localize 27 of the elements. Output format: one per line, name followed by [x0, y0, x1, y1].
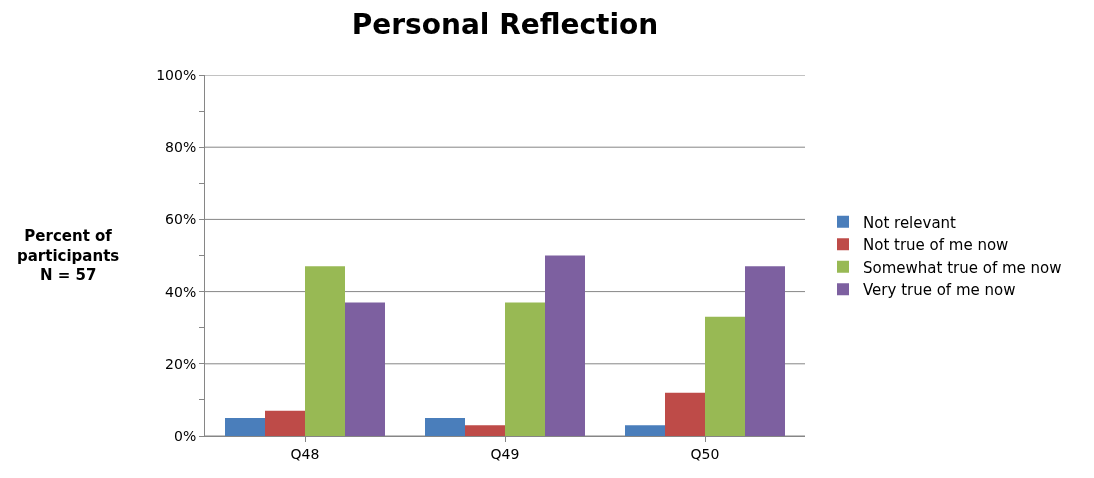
bar [545, 255, 585, 436]
bar [505, 302, 545, 436]
bar [345, 302, 385, 436]
y-tick-label: 80% [165, 139, 197, 156]
bar [425, 417, 465, 436]
bar [265, 410, 305, 436]
y-tick-label: 40% [165, 283, 197, 300]
legend-label: Somewhat true of me now [863, 258, 1062, 277]
legend-label: Not true of me now [863, 236, 1009, 255]
bar [305, 266, 345, 436]
y-axis-title: Percent of participants N = 57 [17, 227, 120, 284]
bar [705, 316, 745, 436]
bar [465, 425, 505, 436]
x-tick-label: Q49 [490, 445, 520, 462]
legend-label: Very true of me now [863, 281, 1016, 300]
y-tick-label: 0% [173, 427, 197, 444]
y-tick-label: 100% [156, 66, 197, 83]
legend-label: Not relevant [863, 213, 957, 232]
bar [625, 425, 665, 436]
chart-title: Personal Reflection [351, 7, 659, 41]
x-tick-label: Q50 [690, 445, 720, 462]
x-tick-label: Q48 [290, 445, 320, 462]
y-tick-label: 60% [165, 211, 197, 228]
bar [225, 417, 265, 436]
y-tick-label: 20% [165, 355, 197, 372]
bar [745, 266, 785, 436]
bar [665, 392, 705, 436]
